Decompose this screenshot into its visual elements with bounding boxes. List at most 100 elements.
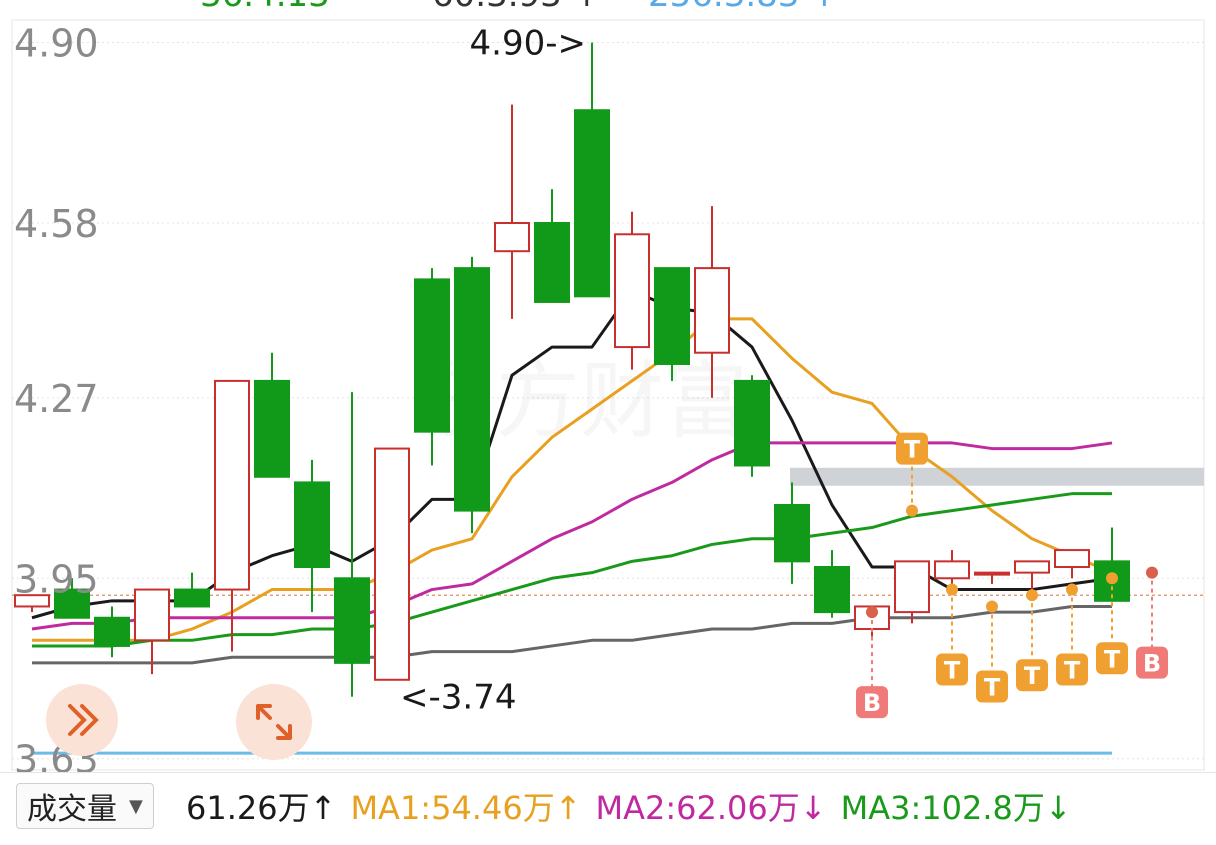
candle-body xyxy=(1054,549,1090,568)
signal-badge xyxy=(976,670,1008,703)
candle-body xyxy=(574,109,610,298)
candle-body xyxy=(934,560,970,580)
signal-dot xyxy=(1106,572,1118,585)
candle-11 xyxy=(454,256,490,534)
signal-dot xyxy=(866,606,878,619)
y-tick-label-0: 4.90 xyxy=(14,22,99,66)
candle-body xyxy=(14,594,50,608)
candle-5 xyxy=(214,379,250,652)
signal-marker-0: B xyxy=(856,606,888,719)
resize-arrows-icon[interactable] xyxy=(236,684,312,760)
resistance-band xyxy=(790,467,1204,486)
candle-20 xyxy=(814,550,850,618)
signal-label: T xyxy=(944,657,961,685)
top-value-1: 60.3.93 ↑ xyxy=(432,0,601,15)
signal-badge xyxy=(896,432,928,465)
signal-label: T xyxy=(1024,662,1041,690)
candle-body xyxy=(614,233,650,349)
candle-15 xyxy=(614,211,650,370)
volume-ma3: MA3:102.8万↓ xyxy=(840,789,1072,827)
candle-18 xyxy=(734,375,770,477)
signal-marker-2: T xyxy=(936,583,968,686)
candle-14 xyxy=(574,42,610,298)
candle-2 xyxy=(94,606,130,658)
candle-3 xyxy=(134,588,170,675)
signal-marker-5: T xyxy=(1056,583,1088,686)
volume-indicator-bar: 成交量 ▼ 61.26万↑ MA1:54.46万↑ MA2:62.06万↓ MA… xyxy=(0,772,1216,845)
signal-label: T xyxy=(984,673,1001,701)
top-indicator-values: 36.4.13 60.3.93 ↑ 256.3.83 ↑ xyxy=(200,0,839,15)
candles xyxy=(14,42,1130,697)
candle-6 xyxy=(254,352,290,478)
signal-dot xyxy=(1146,566,1158,579)
indicator-selector[interactable]: 成交量 ▼ xyxy=(16,783,154,829)
price-annotation-0: 4.90-> xyxy=(470,24,586,64)
price-annotation-1: <-3.74 xyxy=(400,678,516,718)
indicator-selector-label: 成交量 xyxy=(27,792,117,827)
signal-badge xyxy=(1056,653,1088,686)
candle-8 xyxy=(334,392,370,697)
candle-24 xyxy=(974,571,1010,584)
signal-badge xyxy=(936,653,968,686)
candle-12 xyxy=(494,104,530,319)
candle-7 xyxy=(294,459,330,613)
signal-label: T xyxy=(1064,657,1081,685)
candle-body xyxy=(94,616,130,647)
candle-body xyxy=(374,447,410,681)
top-value-0: 36.4.13 xyxy=(200,0,330,15)
candle-body xyxy=(414,278,450,433)
volume-value: 61.26万↑ xyxy=(186,789,337,827)
candle-9 xyxy=(374,447,410,681)
candle-body xyxy=(134,588,170,642)
signal-label: B xyxy=(863,689,881,717)
signal-dot xyxy=(986,600,998,613)
candle-10 xyxy=(414,268,450,466)
ma-line-0 xyxy=(31,289,1113,620)
candle-0 xyxy=(14,594,50,613)
candle-13 xyxy=(534,189,570,303)
candle-body xyxy=(174,588,210,608)
expand-left-icon[interactable] xyxy=(46,684,118,756)
candle-25 xyxy=(1014,560,1050,590)
candle-body xyxy=(774,503,810,563)
signal-marker-4: T xyxy=(1016,589,1048,692)
signal-dot xyxy=(946,583,958,596)
signal-dot xyxy=(906,504,918,517)
candle-body xyxy=(894,560,930,614)
volume-values: 61.26万↑ MA1:54.46万↑ MA2:62.06万↓ MA3:102.… xyxy=(186,783,1086,829)
candle-1 xyxy=(54,578,90,619)
ma-line-4 xyxy=(32,604,1112,665)
candle-4 xyxy=(174,572,210,608)
candle-body xyxy=(54,588,90,619)
candle-body xyxy=(334,577,370,664)
candle-17 xyxy=(694,206,730,398)
candle-body xyxy=(1014,560,1050,574)
resistance-band-rect xyxy=(790,467,1204,486)
candle-body xyxy=(694,267,730,354)
plot-frame xyxy=(11,19,1205,771)
candle-22 xyxy=(894,560,930,624)
ma-line-1 xyxy=(32,317,1113,642)
price-axis-labels: 4.904.584.273.953.63 xyxy=(14,22,99,782)
chevron-down-icon: ▼ xyxy=(129,795,143,817)
candle-body xyxy=(254,379,290,478)
candle-body xyxy=(814,565,850,614)
moving-average-lines xyxy=(31,289,1113,755)
signal-badge xyxy=(1136,646,1168,679)
candle-body xyxy=(734,379,770,467)
candle-body xyxy=(494,222,530,253)
candle-body xyxy=(534,222,570,303)
candle-body xyxy=(974,571,1010,576)
ma-line-2 xyxy=(31,441,1113,631)
y-tick-label-1: 4.58 xyxy=(14,202,99,246)
candle-19 xyxy=(774,482,810,584)
y-tick-label-3: 3.95 xyxy=(14,557,99,601)
candle-body xyxy=(214,379,250,591)
candle-26 xyxy=(1054,549,1090,579)
signal-badge xyxy=(1016,659,1048,692)
price-annotations: 4.90-> <-3.74 xyxy=(400,24,586,718)
chart-tools[interactable] xyxy=(46,684,312,760)
volume-ma2: MA2:62.06万↓ xyxy=(595,789,827,827)
